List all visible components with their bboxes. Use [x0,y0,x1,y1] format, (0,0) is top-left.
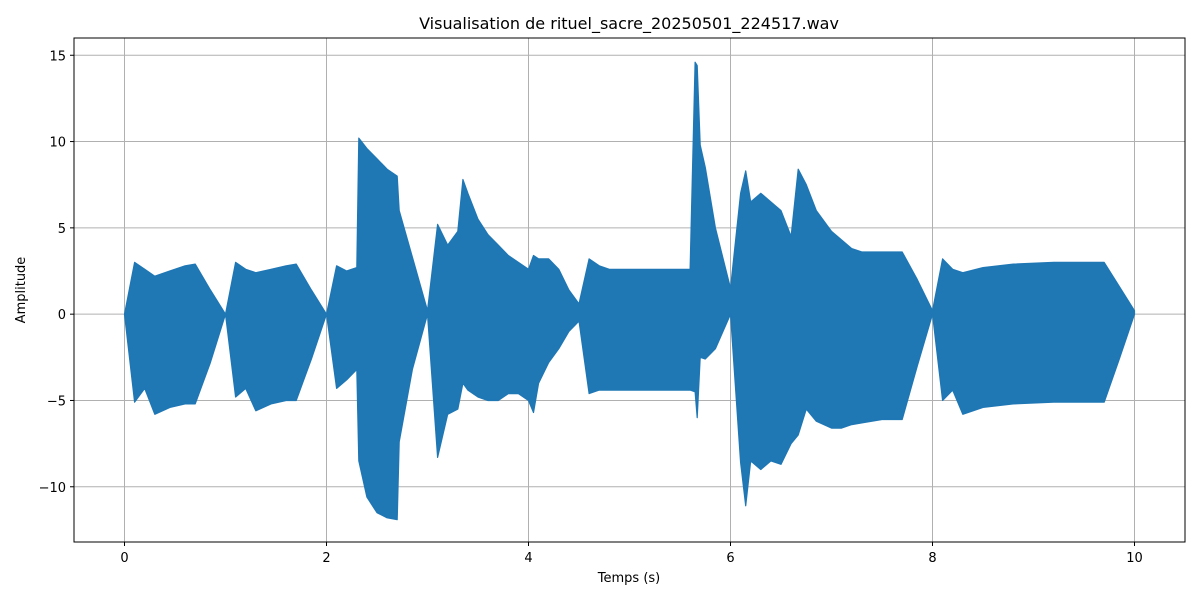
plot-frame [73,37,1186,543]
chart-title: Visualisation de rituel_sacre_20250501_2… [419,14,839,34]
y-tick-label: 10 [49,136,66,151]
x-tick-label: 0 [120,551,128,566]
y-tick-label: −5 [47,394,66,409]
x-tick-label: 4 [524,551,532,566]
y-tick-label: 5 [58,222,66,237]
y-axis-label: Amplitude [14,257,29,324]
x-tick-label: 10 [1126,551,1143,566]
y-tick-label: 15 [49,49,66,64]
axis-ticks: 0 2 4 6 8 10 −10 −5 0 5 10 15 [39,49,1143,566]
x-tick-label: 2 [322,551,330,566]
waveform-envelope [123,61,1136,521]
x-axis-label: Temps (s) [597,571,660,586]
y-tick-label: −10 [39,481,66,496]
waveform-plot-area [123,61,1136,521]
x-tick-label: 8 [928,551,936,566]
x-tick-label: 6 [726,551,734,566]
y-tick-label: 0 [58,308,66,323]
